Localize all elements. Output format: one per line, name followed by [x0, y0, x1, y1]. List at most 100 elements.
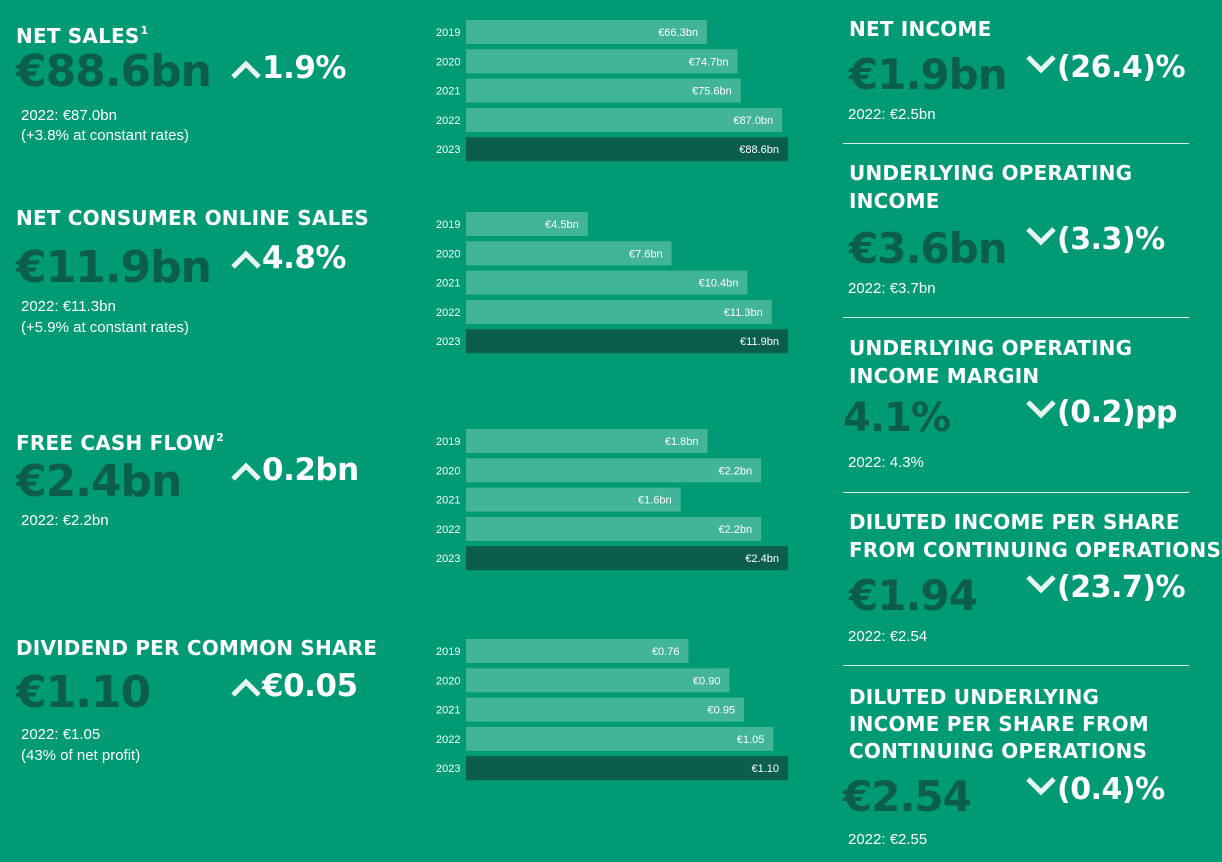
value-label-2022: €87.0bn [733, 115, 773, 127]
bar-2023 [466, 329, 788, 354]
year-label-2022: 2022 [436, 115, 460, 127]
bar-2023 [466, 137, 788, 162]
year-label-2022: 2022 [436, 734, 460, 746]
net-consumer-online-sales-note-2: (+5.9% at constant rates) [21, 319, 190, 336]
bar-2020 [466, 458, 762, 483]
caret-down-icon [1026, 575, 1056, 594]
diluted-income-per-share-value: €1.94 [849, 571, 978, 620]
value-label-2021: €75.6bn [692, 86, 732, 98]
net-consumer-online-sales-change: 4.8% [230, 240, 346, 276]
bar-2021 [466, 270, 748, 295]
year-label-2022: 2022 [436, 307, 460, 319]
value-label-2020: €2.2bn [719, 465, 753, 477]
footnote-marker: 1 [140, 24, 149, 37]
net-consumer-online-sales-value: €11.9bn [16, 242, 212, 293]
bar-2020 [466, 49, 738, 74]
caret-down-icon [1026, 55, 1056, 74]
net-sales-bar-chart: 2019 €66.3bn 2020 €74.7bn 2021 €75.6bn 2022 €87… [436, 20, 788, 162]
bar-2022 [466, 299, 772, 324]
year-label-2019: 2019 [436, 436, 460, 448]
value-label-2023: €11.9bn [740, 336, 779, 348]
free-cash-flow-note-1: 2022: €2.2bn [21, 512, 109, 529]
bar-2021 [466, 697, 745, 722]
net-consumer-online-sales-bar-chart: 2019 €4.5bn 2020 €7.6bn 2021 €10.4bn 2022 €11.3… [436, 212, 788, 354]
underlying-operating-income-title-line-2: INCOME [849, 189, 940, 213]
bar-2021 [466, 487, 681, 512]
value-label-2019: €4.5bn [545, 219, 579, 231]
year-label-2023: 2023 [436, 144, 460, 156]
bar-2019 [466, 20, 707, 44]
dividend-per-common-share-value: €1.10 [16, 667, 151, 718]
divider [843, 317, 1189, 318]
caret-up-icon [231, 59, 261, 79]
value-label-2021: €0.95 [708, 705, 736, 717]
bar-2023 [466, 756, 788, 781]
diluted-underlying-income-per-share-value: €2.54 [843, 772, 972, 821]
divider [843, 143, 1189, 144]
bar-2019 [466, 212, 588, 236]
year-label-2020: 2020 [436, 465, 460, 477]
year-label-2019: 2019 [436, 219, 460, 231]
bar-2021 [466, 78, 741, 103]
divider [843, 665, 1189, 666]
value-label-2020: €7.6bn [629, 248, 663, 260]
year-label-2021: 2021 [436, 705, 460, 717]
underlying-operating-income-margin-change: (0.2)pp [1025, 395, 1178, 430]
net-income-note: 2022: €2.5bn [848, 106, 936, 123]
net-sales-title: NET SALES1 [16, 24, 149, 48]
year-label-2021: 2021 [436, 495, 460, 507]
net-sales-change: 1.9% [230, 50, 346, 86]
free-cash-flow-change: 0.2bn [230, 452, 359, 488]
value-label-2022: €1.05 [737, 734, 765, 746]
bar-2019 [466, 639, 689, 663]
year-label-2020: 2020 [436, 56, 460, 68]
net-sales-note-2: (+3.8% at constant rates) [21, 127, 190, 144]
diluted-underlying-income-per-share-note: 2022: €2.55 [848, 831, 928, 848]
underlying-operating-income-margin-note: 2022: 4.3% [848, 454, 924, 471]
free-cash-flow-value: €2.4bn [16, 456, 182, 507]
value-label-2020: €74.7bn [689, 56, 729, 68]
year-label-2023: 2023 [436, 336, 460, 348]
value-label-2020: €0.90 [693, 675, 721, 687]
year-label-2021: 2021 [436, 86, 460, 98]
year-label-2019: 2019 [436, 27, 460, 39]
year-label-2022: 2022 [436, 524, 460, 536]
dividend-per-common-share-bar-chart: 2019 €0.76 2020 €0.90 2021 €0.95 2022 €1.05 2023… [436, 639, 788, 781]
diluted-income-per-share-title-line-1: DILUTED INCOME PER SHARE [849, 510, 1180, 534]
underlying-operating-income-margin-value: 4.1% [843, 395, 951, 441]
net-consumer-online-sales-note-1: 2022: €11.3bn [21, 298, 116, 315]
dividend-per-common-share-note-1: 2022: €1.05 [21, 726, 101, 743]
year-label-2023: 2023 [436, 763, 460, 775]
year-label-2021: 2021 [436, 278, 460, 290]
caret-down-icon [1026, 227, 1056, 246]
year-label-2019: 2019 [436, 646, 460, 658]
year-label-2020: 2020 [436, 675, 460, 687]
net-income-title: NET INCOME [849, 17, 992, 41]
net-consumer-online-sales-title: NET CONSUMER ONLINE SALES [16, 206, 369, 230]
underlying-operating-income-value: €3.6bn [849, 224, 1008, 273]
diluted-income-per-share-title-line-2: FROM CONTINUING OPERATIONS [849, 538, 1222, 562]
underlying-operating-income-margin-title-line-2: INCOME MARGIN [849, 364, 1040, 388]
underlying-operating-income-title-line-1: UNDERLYING OPERATING [849, 161, 1133, 185]
diluted-underlying-income-per-share-title-line-1: DILUTED UNDERLYING [849, 685, 1100, 709]
underlying-operating-income-margin-title-line-1: UNDERLYING OPERATING [849, 336, 1133, 360]
value-label-2019: €1.8bn [665, 436, 699, 448]
divider [843, 492, 1189, 493]
underlying-operating-income-note: 2022: €3.7bn [848, 280, 936, 297]
diluted-underlying-income-per-share-change: (0.4)% [1025, 772, 1165, 807]
caret-up-icon [231, 249, 261, 269]
dividend-per-common-share-title: DIVIDEND PER COMMON SHARE [16, 636, 378, 660]
dividend-per-common-share-note-2: (43% of net profit) [21, 747, 141, 764]
value-label-2022: €2.2bn [719, 524, 753, 536]
caret-up-icon [231, 677, 261, 697]
year-label-2020: 2020 [436, 248, 460, 260]
bar-2022 [466, 107, 783, 132]
net-income-value: €1.9bn [849, 50, 1008, 99]
year-label-2023: 2023 [436, 553, 460, 565]
bar-2020 [466, 668, 730, 693]
value-label-2023: €2.4bn [745, 553, 779, 565]
underlying-operating-income-change: (3.3)% [1025, 222, 1165, 257]
diluted-income-per-share-change: (23.7)% [1025, 570, 1186, 605]
value-label-2021: €10.4bn [699, 278, 739, 290]
net-sales-value: €88.6bn [16, 46, 212, 97]
